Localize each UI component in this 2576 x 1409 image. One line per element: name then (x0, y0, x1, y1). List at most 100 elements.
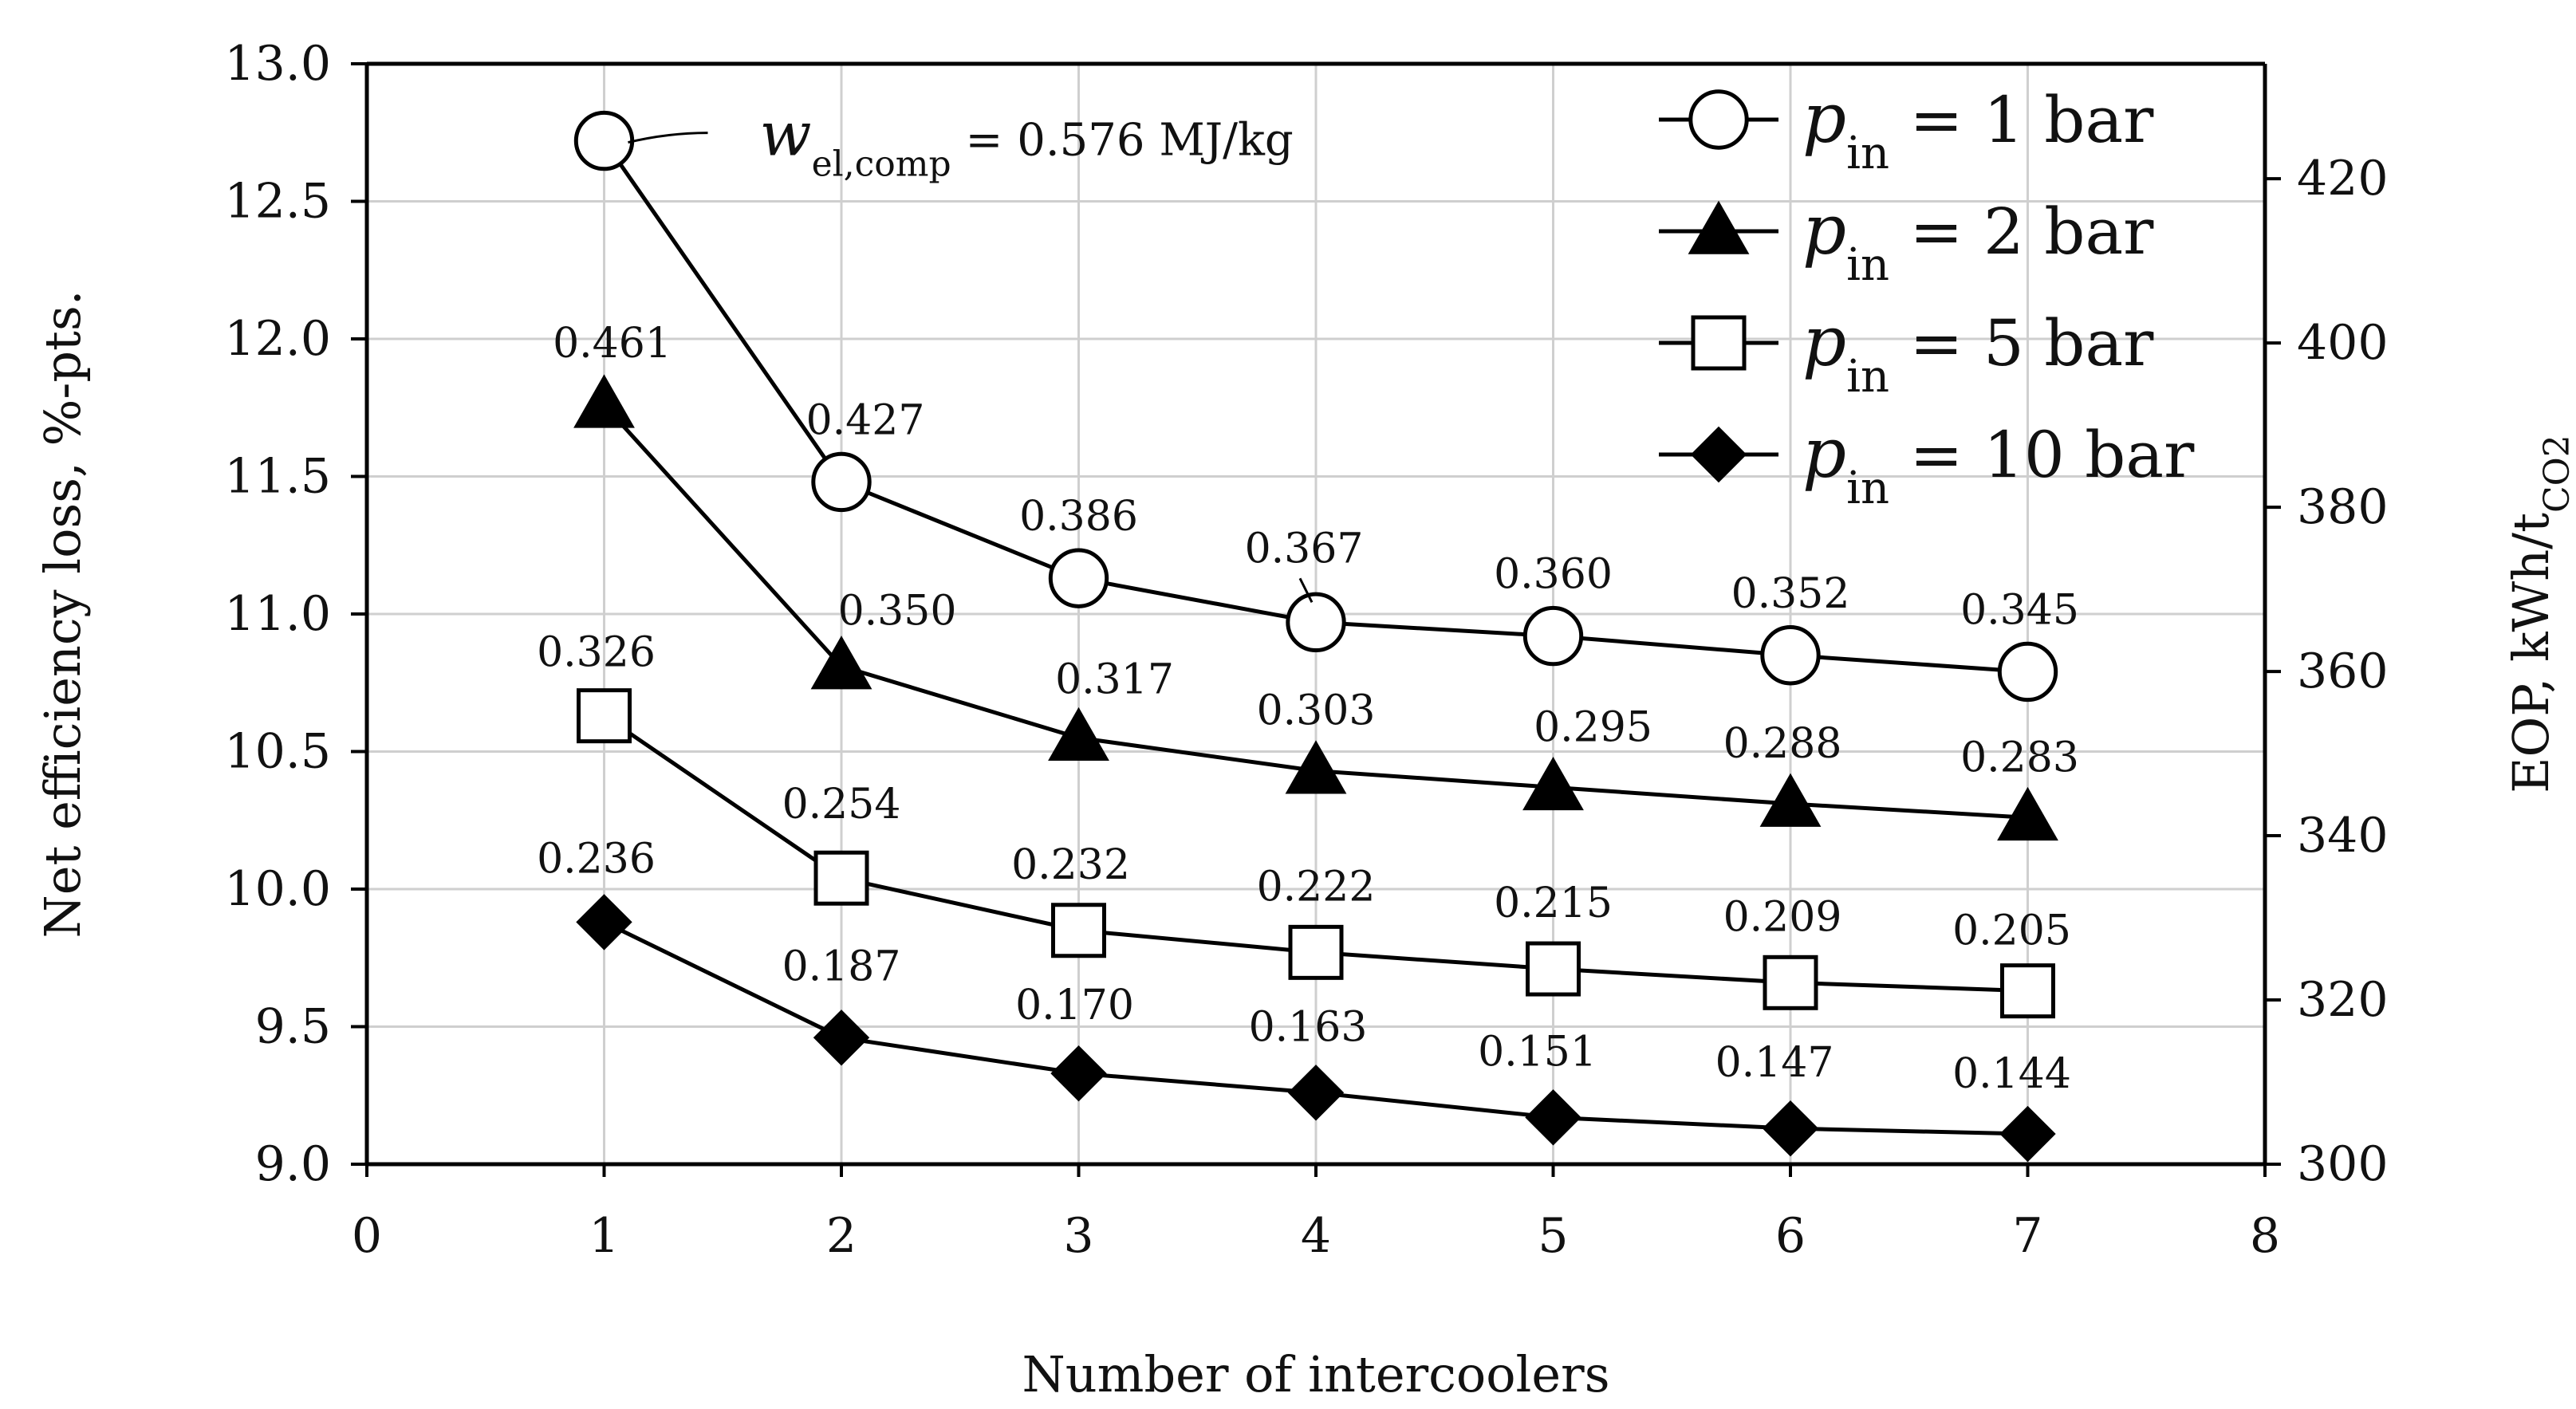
data-label: 0.326 (537, 629, 656, 677)
legend-entry-symbol: p (1802, 191, 1846, 270)
x-tick-label: 6 (1775, 1208, 1806, 1264)
data-label: 0.427 (806, 396, 925, 444)
annotation-leader-line (628, 133, 708, 143)
legend-entry-symbol: p (1802, 414, 1846, 494)
data-point-marker (1054, 905, 1105, 956)
legend-marker (1693, 317, 1744, 368)
data-label: 0.254 (782, 781, 901, 828)
data-label: 0.215 (1494, 880, 1613, 927)
legend-entry-value: = 1 bar (1889, 83, 2154, 157)
data-label: 0.295 (1534, 703, 1652, 751)
legend-entry: pin = 2 bar (1802, 191, 2154, 291)
y2-tick-label: 320 (2297, 972, 2389, 1028)
data-label: 0.360 (1494, 551, 1613, 599)
data-point-marker (1525, 1089, 1581, 1145)
legend-entry-symbol: p (1802, 302, 1846, 382)
annotation: wel,comp = 0.576 MJ/kg (628, 99, 1294, 185)
data-label: 0.232 (1011, 841, 1130, 889)
data-point-marker (1288, 594, 1344, 650)
data-point-marker (1048, 707, 1109, 761)
annotation-symbol: w (760, 99, 812, 170)
data-point-marker (2003, 966, 2054, 1017)
legend-entry-value: = 5 bar (1889, 306, 2154, 380)
data-label: 0.222 (1257, 863, 1376, 911)
data-label: 0.163 (1249, 1003, 1368, 1051)
y2-tick-label: 400 (2297, 315, 2389, 371)
data-label: 0.187 (782, 943, 901, 990)
data-point-marker (813, 1010, 869, 1065)
y2-axis-title: EOP, kWh/tCO2 (2502, 435, 2576, 793)
y-tick-label: 12.0 (224, 311, 331, 367)
y-tick-label: 12.5 (224, 174, 331, 230)
data-point-marker (1763, 628, 1818, 683)
data-point-marker (1763, 1100, 1818, 1156)
legend-entry-symbol: p (1802, 79, 1846, 159)
data-point-marker (816, 852, 867, 903)
x-tick-label: 8 (2250, 1208, 2280, 1264)
data-point-marker (1528, 943, 1579, 994)
x-tick-label: 7 (2012, 1208, 2042, 1264)
y-tick-label: 11.0 (224, 586, 331, 642)
legend-entry-subscript: in (1846, 351, 1889, 403)
legend-marker (1691, 92, 1747, 148)
y-tick-label: 9.0 (255, 1136, 331, 1192)
y2-axis-title-subscript: CO2 (2537, 435, 2576, 513)
y2-tick-label: 420 (2297, 151, 2389, 207)
data-label: 0.151 (1478, 1028, 1597, 1076)
data-label: 0.209 (1723, 893, 1842, 941)
data-point-marker (1050, 1045, 1106, 1101)
data-point-marker (1760, 773, 1822, 827)
data-label: 0.147 (1715, 1039, 1834, 1087)
data-point-marker (1765, 957, 1816, 1008)
y-tick-label: 11.5 (224, 449, 331, 505)
data-label: 0.236 (537, 835, 656, 883)
data-label: 0.352 (1731, 570, 1850, 618)
y-tick-label: 10.5 (224, 724, 331, 780)
data-label: 0.205 (1952, 907, 2071, 955)
data-label: 0.317 (1055, 655, 1174, 703)
data-label: 0.283 (1960, 734, 2079, 781)
legend-entry-value: = 2 bar (1889, 195, 2154, 269)
legend-entry-subscript: in (1846, 128, 1889, 179)
legend-entry: pin = 1 bar (1802, 79, 2154, 179)
data-label: 0.170 (1015, 982, 1134, 1029)
annotation-subscript: el,comp (812, 144, 951, 184)
data-point-marker (1290, 927, 1341, 978)
data-label: 0.303 (1257, 687, 1376, 735)
y2-tick-label: 300 (2297, 1136, 2389, 1192)
y2-tick-label: 360 (2297, 643, 2389, 699)
data-point-marker (1288, 1065, 1344, 1120)
y-axis-title: Net efficiency loss, %-pts. (33, 290, 92, 939)
data-point-marker (1050, 550, 1106, 606)
data-point-marker (1999, 643, 2055, 699)
y2-tick-label: 380 (2297, 479, 2389, 535)
y-tick-label: 10.0 (224, 861, 331, 917)
data-point-marker (1997, 787, 2058, 840)
legend-marker (1691, 427, 1747, 482)
x-tick-label: 2 (826, 1208, 857, 1264)
x-tick-label: 1 (589, 1208, 619, 1264)
data-label: 0.350 (838, 588, 957, 636)
data-label: 0.386 (1019, 493, 1138, 541)
data-point-marker (1999, 1106, 2055, 1162)
x-axis-title: Number of intercoolers (1022, 1345, 1609, 1403)
data-point-marker (1522, 757, 1584, 810)
data-point-marker (1525, 608, 1581, 663)
data-label: 0.144 (1952, 1050, 2071, 1098)
x-tick-label: 3 (1063, 1208, 1093, 1264)
data-label: 0.288 (1723, 720, 1842, 768)
data-point-marker (576, 112, 632, 168)
legend-entry: pin = 5 bar (1802, 302, 2154, 403)
legend-marker (1688, 201, 1750, 254)
data-point-marker (579, 691, 630, 742)
x-tick-label: 5 (1538, 1208, 1568, 1264)
y-tick-label: 13.0 (224, 36, 331, 92)
legend-entry: pin = 10 bar (1802, 414, 2195, 514)
data-label: 0.461 (553, 320, 672, 368)
y2-axis-title-main: EOP, kWh/t (2502, 513, 2560, 793)
data-point-marker (576, 894, 632, 950)
